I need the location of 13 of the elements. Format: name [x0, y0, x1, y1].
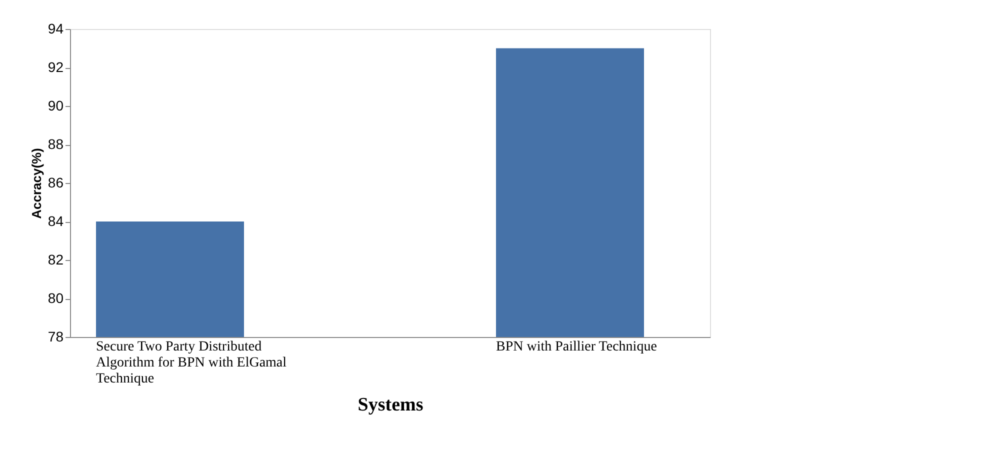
- y-axis-title: Accracy(%): [28, 148, 44, 219]
- y-tick-label: 84: [48, 213, 64, 229]
- y-tick-label: 78: [48, 328, 64, 344]
- x-tick-label: BPN with Paillier Technique: [496, 340, 657, 354]
- y-tick-label: 94: [48, 20, 64, 36]
- y-tick-label: 92: [48, 59, 64, 75]
- y-tick-label: 80: [48, 290, 64, 306]
- y-tick-label: 88: [48, 136, 64, 152]
- y-tick-label: 90: [48, 98, 64, 114]
- x-axis-title: Systems: [358, 394, 424, 416]
- x-tick-label: Secure Two Party Distributed Algorithm for BPN with ElGamal Technique: [96, 340, 287, 386]
- y-tick-label: 86: [48, 174, 64, 190]
- y-tick-label: 82: [48, 252, 64, 268]
